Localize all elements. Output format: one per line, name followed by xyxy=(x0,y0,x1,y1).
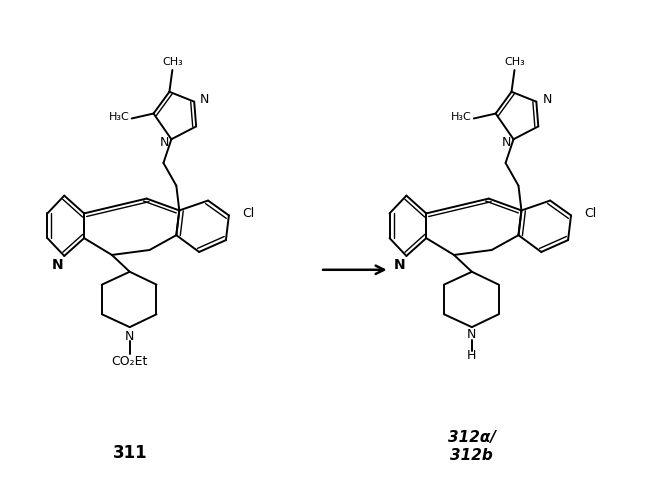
Text: N: N xyxy=(394,258,405,272)
Text: N: N xyxy=(542,93,552,106)
Text: 312α/: 312α/ xyxy=(448,430,496,446)
Text: H: H xyxy=(467,350,476,362)
Text: 311: 311 xyxy=(113,444,147,462)
Text: N: N xyxy=(160,136,169,148)
Text: CH₃: CH₃ xyxy=(504,57,525,67)
Text: N: N xyxy=(502,136,511,148)
Text: CO₂Et: CO₂Et xyxy=(111,355,148,368)
Text: N: N xyxy=(200,93,209,106)
Text: Cl: Cl xyxy=(584,207,597,220)
Text: Cl: Cl xyxy=(243,207,255,220)
Text: CH₃: CH₃ xyxy=(162,57,183,67)
Text: 312b: 312b xyxy=(450,448,493,463)
Text: N: N xyxy=(125,330,134,342)
Text: N: N xyxy=(52,258,63,272)
Text: N: N xyxy=(467,328,476,340)
Text: H₃C: H₃C xyxy=(109,112,130,122)
Text: H₃C: H₃C xyxy=(451,112,472,122)
